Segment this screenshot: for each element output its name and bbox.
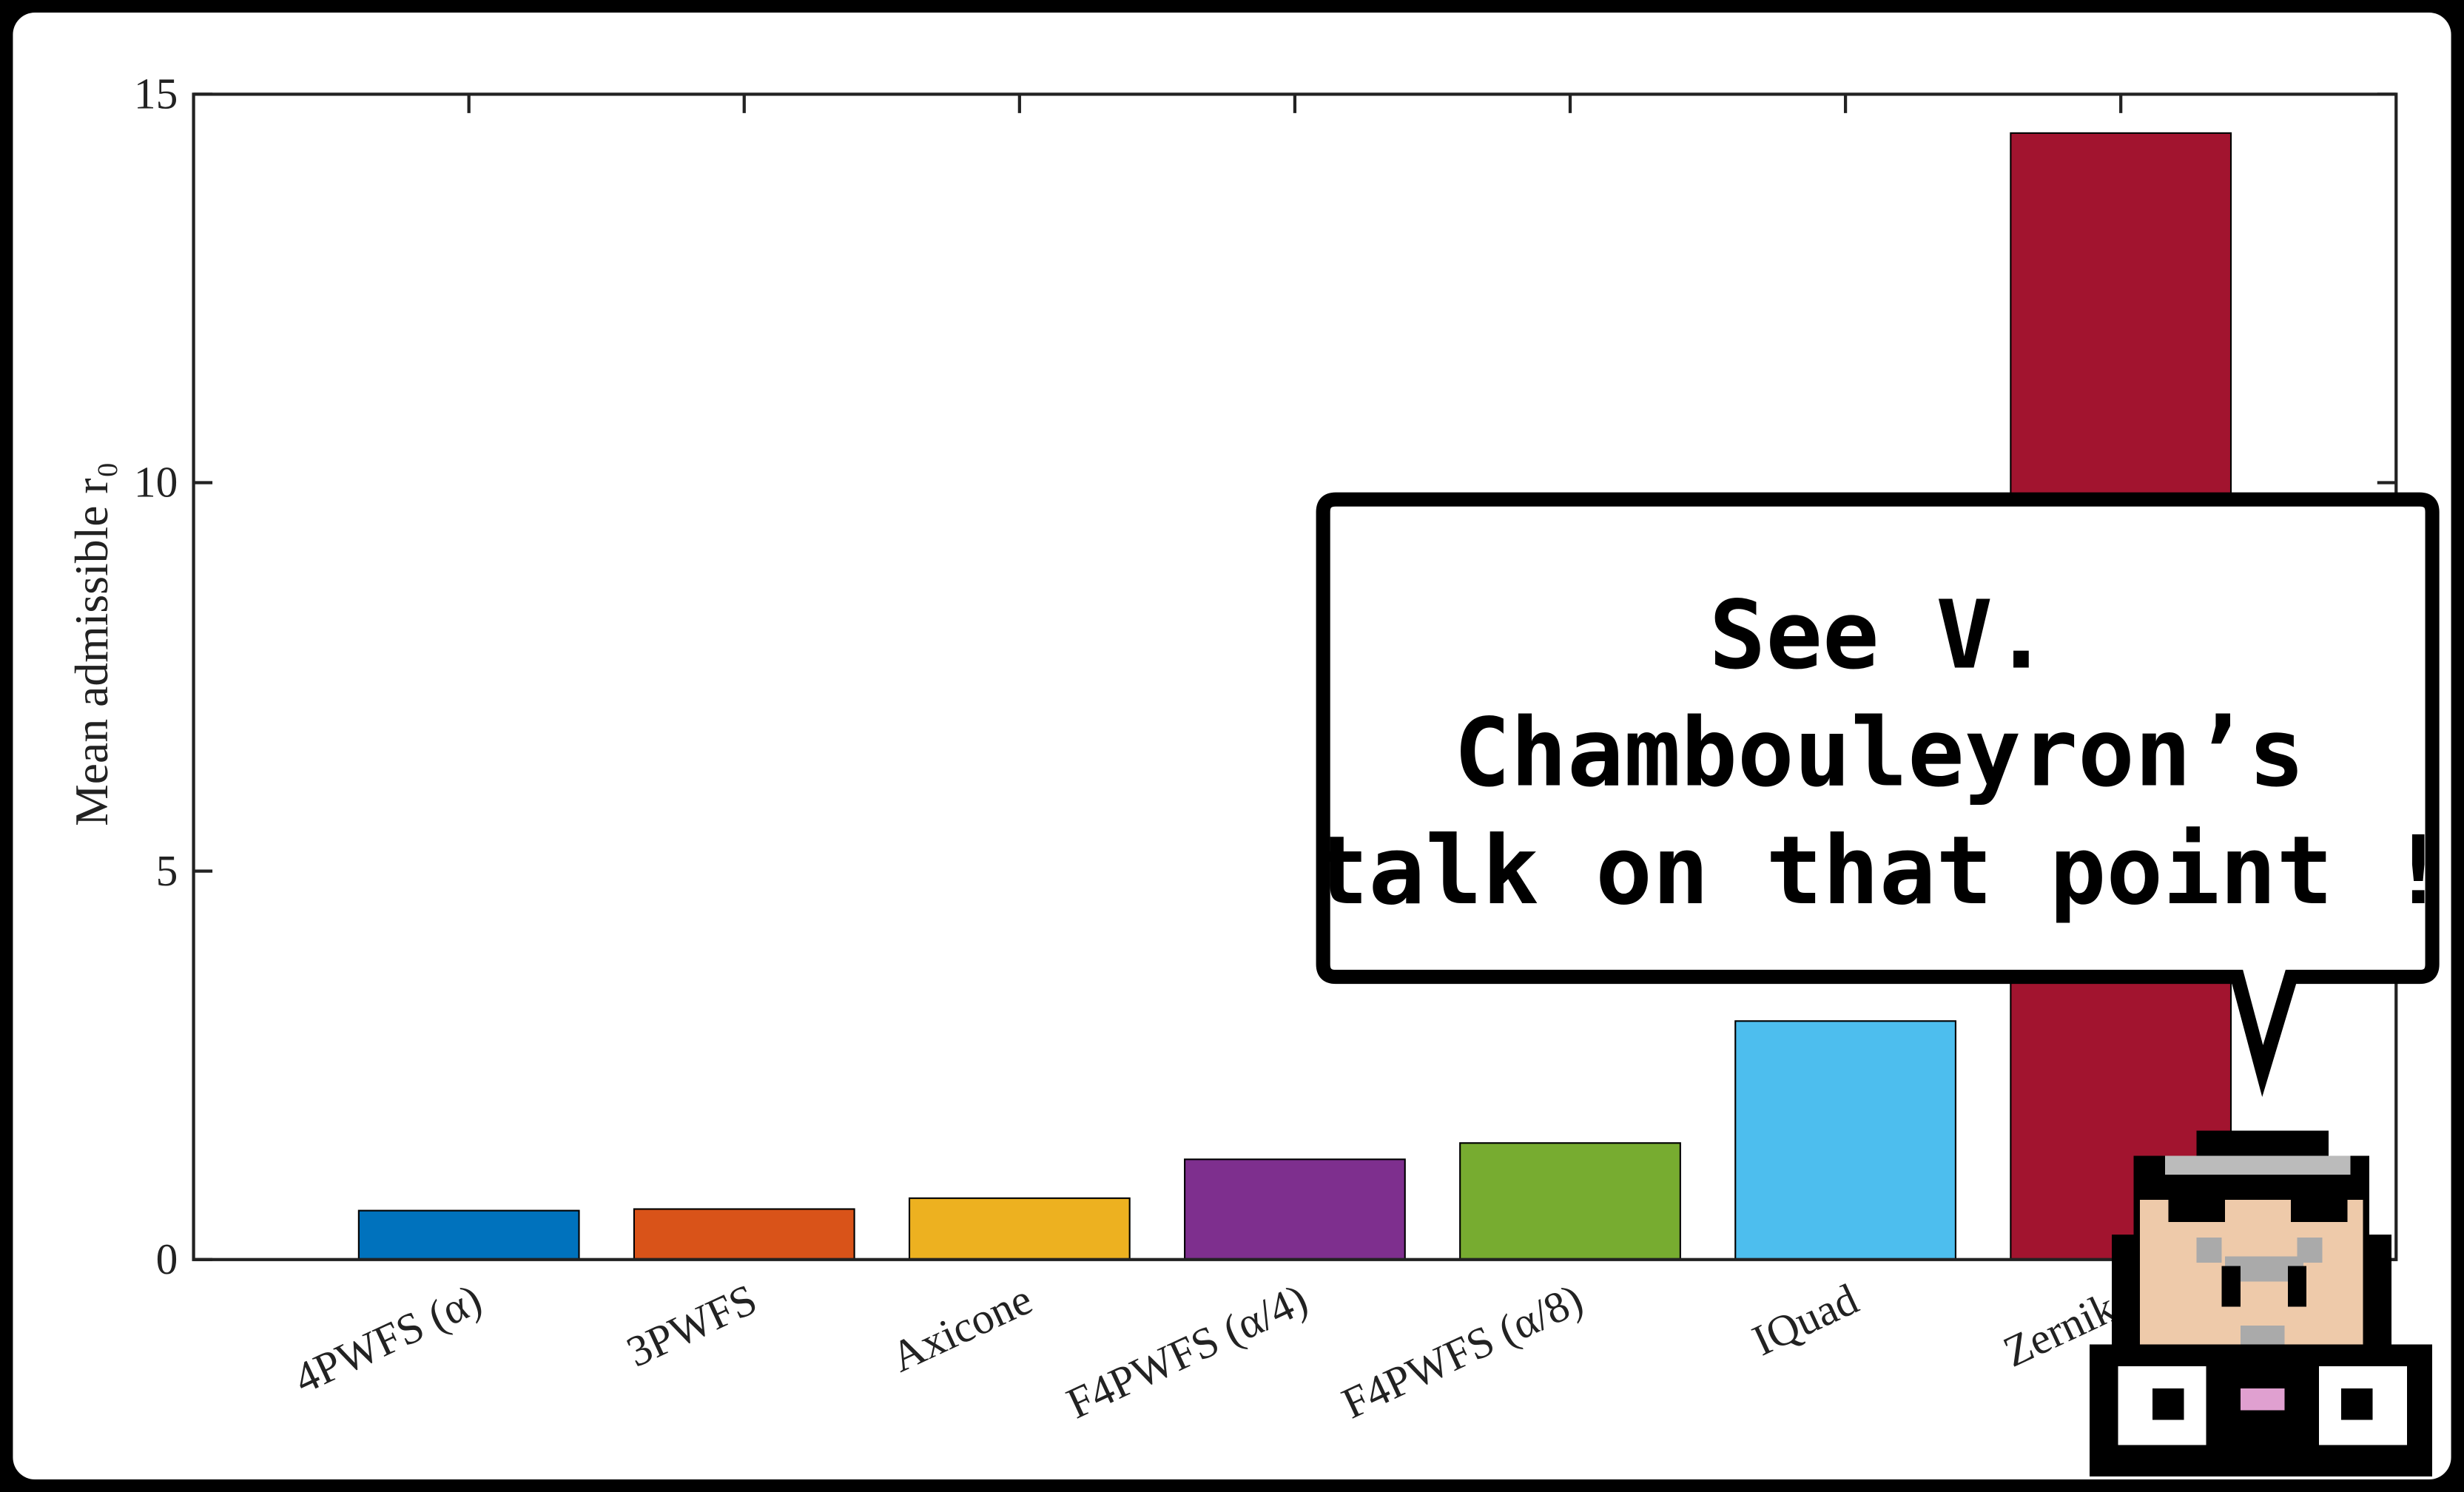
y-tick-label: 10 — [134, 458, 178, 507]
y-axis-label: Mean admissible r₀ — [65, 462, 118, 826]
annotation-line: talk on that point ! — [1312, 817, 2447, 926]
annotation-line: Chambouleyron’s — [1454, 699, 2305, 809]
bar — [357, 1209, 580, 1260]
pixel-character — [2090, 1130, 2433, 1476]
bar — [1184, 1158, 1406, 1260]
bar — [633, 1208, 855, 1260]
bar — [1734, 1020, 1956, 1260]
y-tick-label: 5 — [156, 846, 178, 895]
y-tick-label: 15 — [134, 69, 178, 118]
y-tick-label: 0 — [156, 1235, 178, 1283]
bar — [1459, 1142, 1681, 1260]
annotation-line: See V. — [1709, 581, 2050, 690]
bar — [908, 1197, 1131, 1260]
speech-bubble: See V. Chambouleyron’s talk on that poin… — [1312, 492, 2447, 1098]
bubble-shape — [1316, 492, 2440, 1098]
